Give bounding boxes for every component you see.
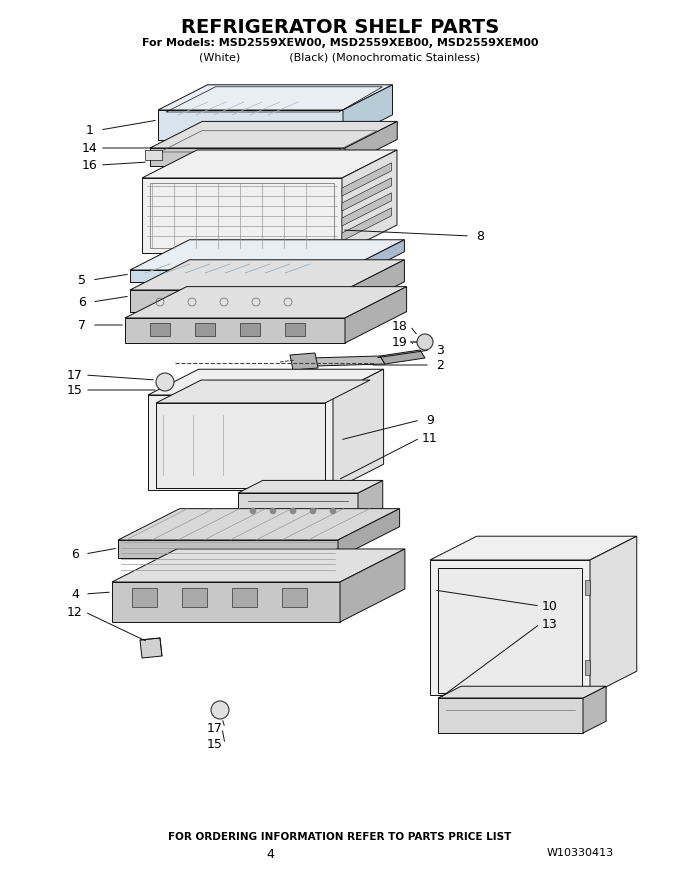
Polygon shape [342,193,392,226]
Text: W10330413: W10330413 [547,848,613,858]
Polygon shape [125,318,345,343]
Text: 10: 10 [542,599,558,612]
Circle shape [156,373,174,391]
Polygon shape [340,549,405,622]
Polygon shape [148,395,333,490]
Polygon shape [438,686,606,698]
Polygon shape [585,580,590,595]
Text: 4: 4 [266,848,274,861]
Polygon shape [342,178,392,211]
Text: FOR ORDERING INFORMATION REFER TO PARTS PRICE LIST: FOR ORDERING INFORMATION REFER TO PARTS … [169,832,511,842]
Polygon shape [145,150,162,160]
Polygon shape [285,323,305,336]
Polygon shape [342,163,392,196]
Text: 17: 17 [67,369,83,382]
Text: 3: 3 [436,343,444,356]
Text: 15: 15 [67,384,83,397]
Polygon shape [430,560,590,695]
Polygon shape [130,239,405,270]
Text: 17: 17 [207,722,223,735]
Text: 6: 6 [78,296,86,309]
Polygon shape [130,270,345,282]
Polygon shape [310,356,385,366]
Circle shape [310,508,316,514]
Text: For Models: MSD2559XEW00, MSD2559XEB00, MSD2559XEM00: For Models: MSD2559XEW00, MSD2559XEB00, … [141,38,539,48]
Polygon shape [342,208,392,241]
Text: 5: 5 [78,274,86,287]
Polygon shape [438,568,582,693]
Polygon shape [340,150,360,160]
Polygon shape [112,582,340,622]
Text: 2: 2 [436,358,444,371]
Polygon shape [585,660,590,675]
Text: 9: 9 [426,414,434,427]
Polygon shape [358,480,383,521]
Polygon shape [282,588,307,607]
Polygon shape [156,380,370,403]
Polygon shape [333,370,384,490]
Circle shape [270,508,276,514]
Polygon shape [583,686,606,733]
Polygon shape [118,540,338,558]
Text: 11: 11 [422,431,438,444]
Polygon shape [238,480,383,493]
Polygon shape [130,290,345,312]
Polygon shape [130,260,405,290]
Text: 12: 12 [67,605,83,619]
Polygon shape [232,588,257,607]
Circle shape [417,334,433,350]
Text: (White)              (Black) (Monochromatic Stainless): (White) (Black) (Monochromatic Stainless… [199,52,481,62]
Polygon shape [438,698,583,733]
Text: 13: 13 [542,618,558,630]
Text: 15: 15 [207,737,223,751]
Polygon shape [343,84,392,140]
Polygon shape [345,239,405,282]
Text: 8: 8 [476,230,484,243]
Polygon shape [125,287,407,318]
Text: 4: 4 [71,588,79,600]
Polygon shape [590,536,636,695]
Polygon shape [338,509,400,558]
Polygon shape [342,150,397,253]
Polygon shape [132,588,157,607]
Polygon shape [112,549,405,582]
Circle shape [330,508,336,514]
Polygon shape [142,150,397,178]
Polygon shape [345,287,407,343]
Polygon shape [150,323,170,336]
Polygon shape [156,403,325,488]
Polygon shape [380,350,425,364]
Polygon shape [142,178,342,253]
Text: 19: 19 [392,335,408,348]
Text: 1: 1 [86,123,94,136]
Polygon shape [150,148,345,166]
Polygon shape [345,260,405,312]
Text: 14: 14 [82,142,98,155]
Polygon shape [150,121,397,148]
Polygon shape [140,638,162,658]
Polygon shape [148,370,384,395]
Polygon shape [345,121,397,166]
Polygon shape [240,323,260,336]
Text: REFRIGERATOR SHELF PARTS: REFRIGERATOR SHELF PARTS [181,18,499,37]
Text: 6: 6 [71,547,79,561]
Polygon shape [158,84,392,110]
Text: 16: 16 [82,158,98,172]
Polygon shape [430,536,636,560]
Polygon shape [158,110,343,140]
Circle shape [250,508,256,514]
Polygon shape [118,509,400,540]
Polygon shape [290,353,318,370]
Circle shape [290,508,296,514]
Polygon shape [182,588,207,607]
Text: 18: 18 [392,319,408,333]
Polygon shape [195,323,215,336]
Circle shape [211,701,229,719]
Text: 7: 7 [78,319,86,332]
Polygon shape [238,493,358,521]
